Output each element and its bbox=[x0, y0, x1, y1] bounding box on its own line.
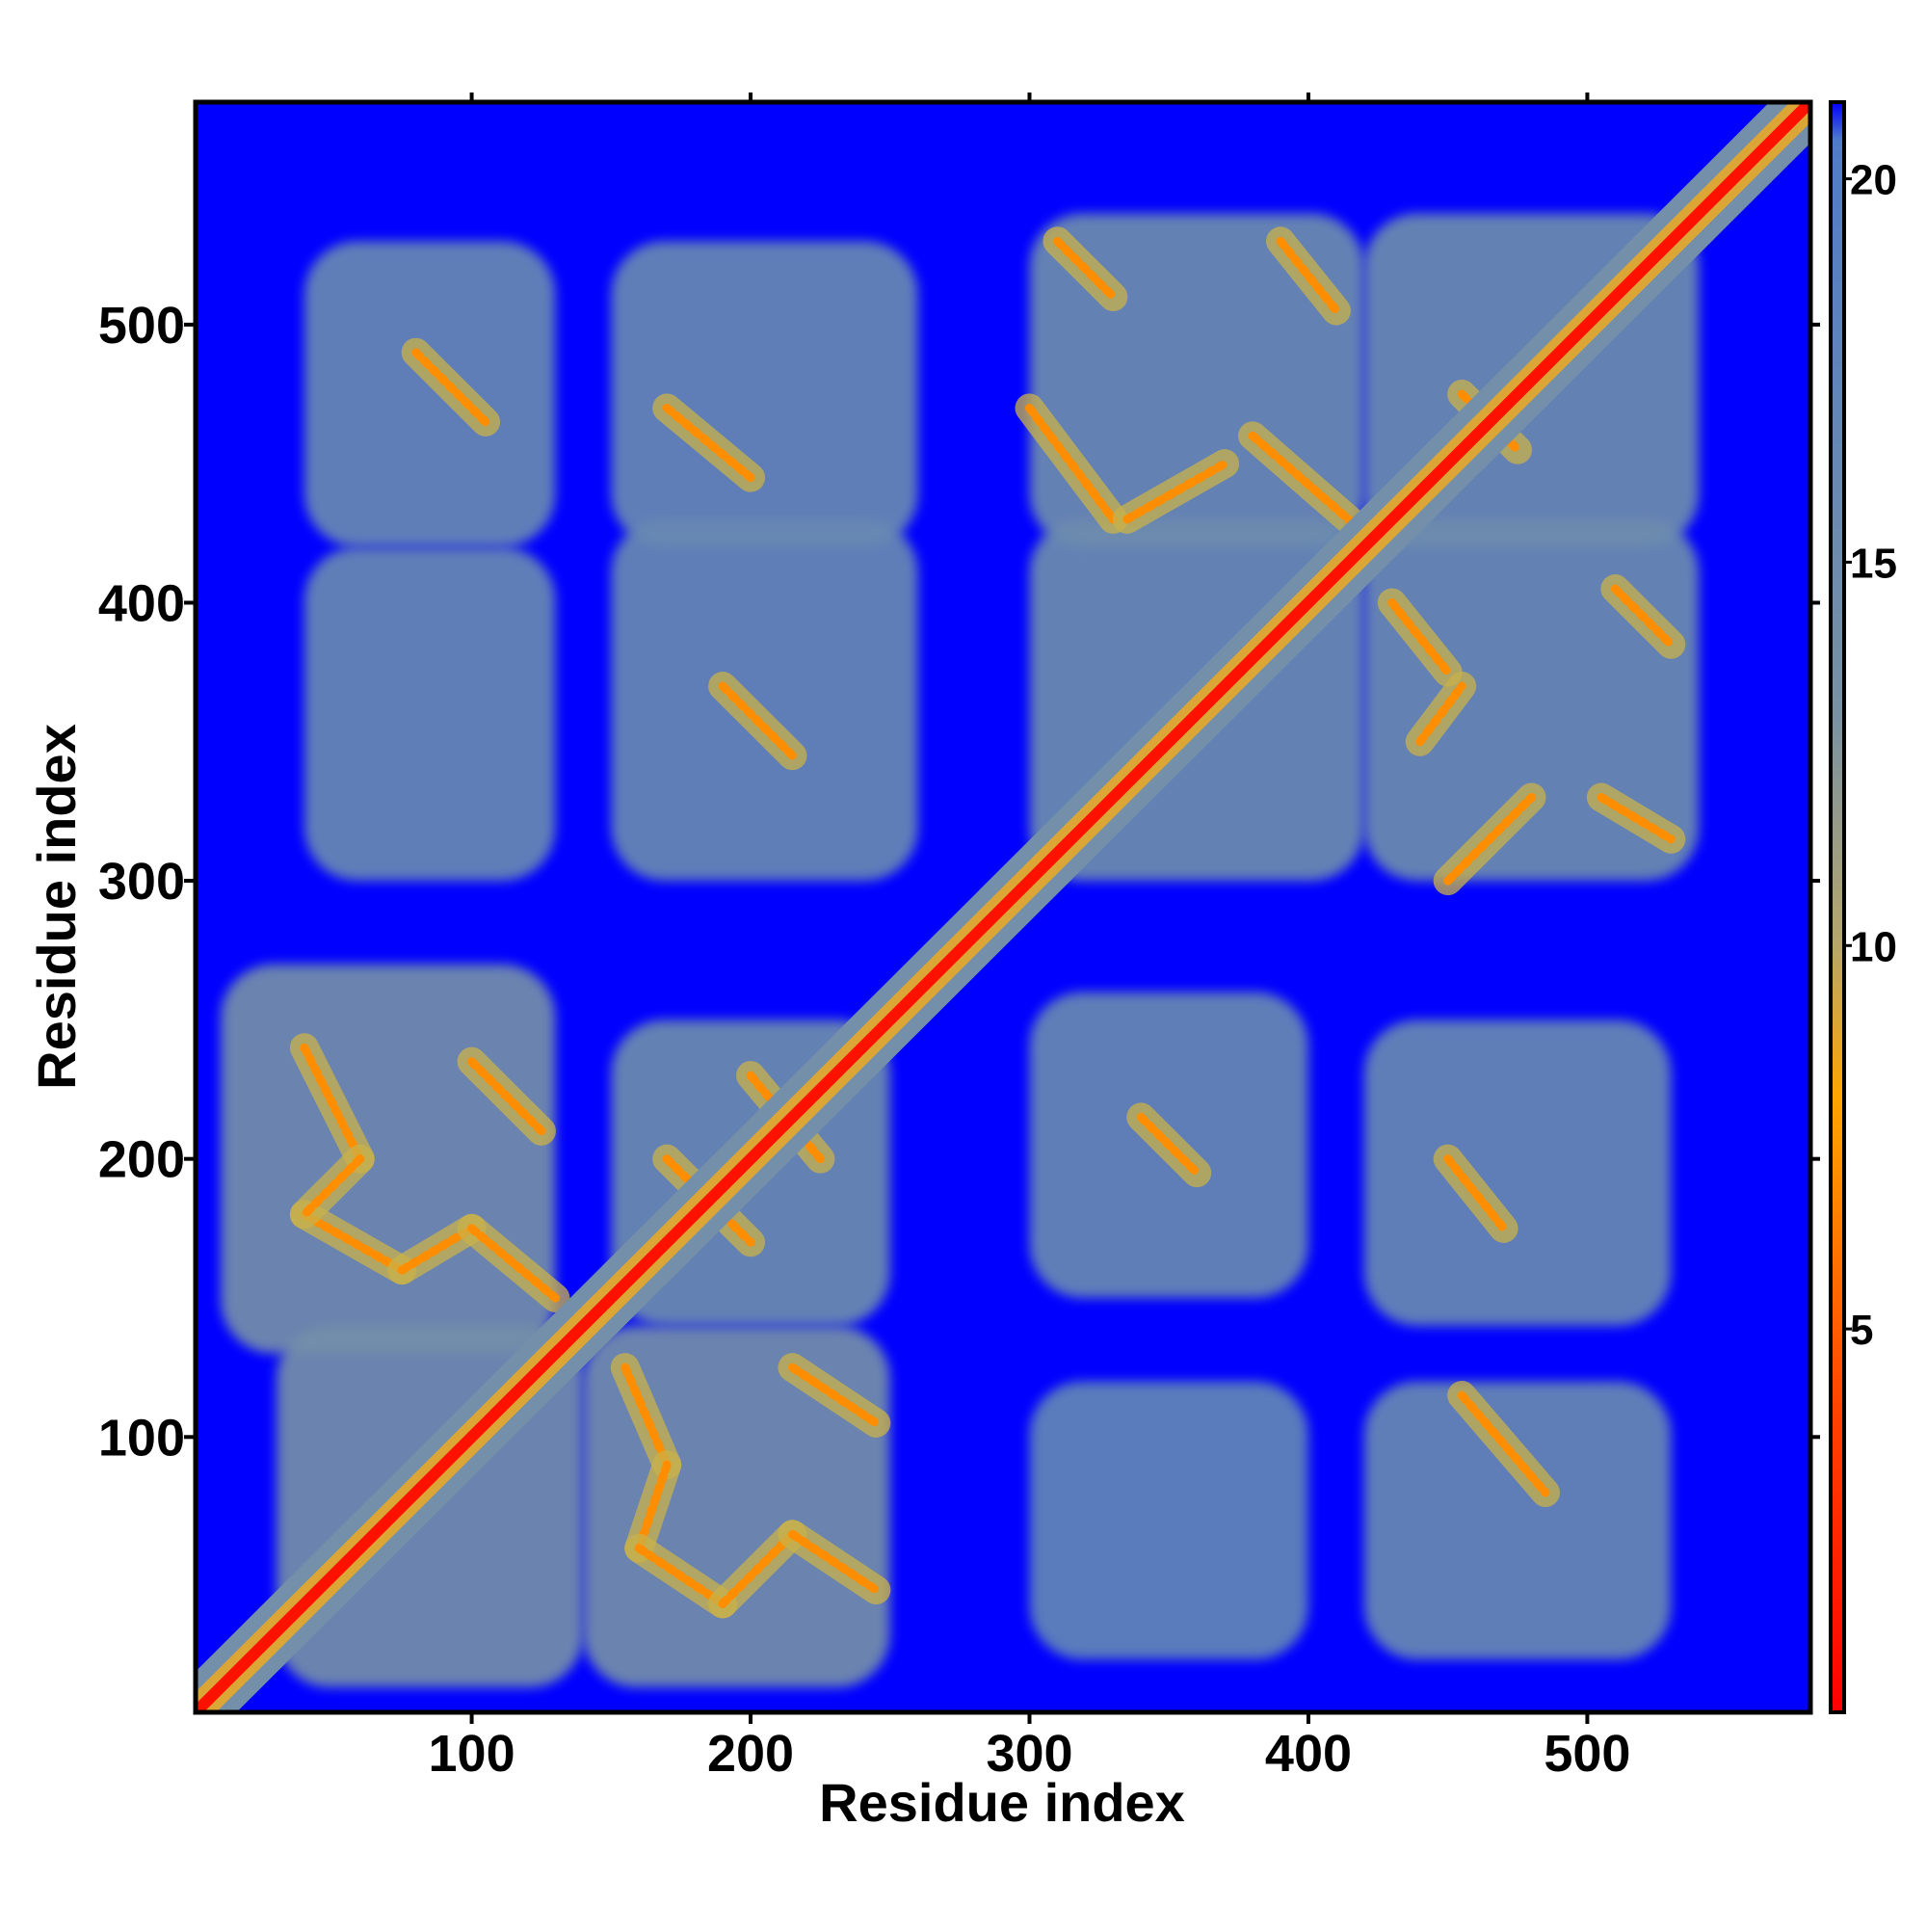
contact-region-10 bbox=[1363, 1381, 1672, 1660]
contact-line-6 bbox=[300, 1154, 365, 1219]
contact-region-8 bbox=[611, 241, 918, 547]
contact-line-11 bbox=[787, 1529, 881, 1595]
contact-region-6 bbox=[611, 518, 918, 882]
contact-line-10 bbox=[718, 1529, 797, 1608]
plot-frame bbox=[193, 99, 1813, 1715]
contact-line-21 bbox=[1052, 236, 1118, 302]
contact-line-26 bbox=[1387, 597, 1453, 677]
contact-line-30 bbox=[1597, 793, 1676, 844]
x-tick-label-300: 300 bbox=[986, 1725, 1072, 1783]
contact-region-7 bbox=[304, 241, 556, 547]
x-tick-label-500: 500 bbox=[1544, 1725, 1630, 1783]
diagonal-core bbox=[196, 102, 1810, 1712]
contact-line-18 bbox=[1136, 1112, 1201, 1178]
y-tick-label-100: 100 bbox=[98, 1409, 185, 1467]
contact-lines bbox=[289, 226, 1686, 1619]
y-tick-label-200: 200 bbox=[98, 1131, 185, 1189]
contact-line-20 bbox=[1457, 1390, 1550, 1497]
y-axis-title: Residue index bbox=[26, 724, 87, 1090]
contact-line-24 bbox=[1122, 459, 1229, 524]
contact-line-8 bbox=[634, 1460, 672, 1553]
diagonal-band bbox=[196, 102, 1810, 1712]
contact-region-12 bbox=[1363, 1019, 1672, 1326]
contact-region-1 bbox=[221, 964, 556, 1354]
contact-line-4 bbox=[467, 1224, 560, 1303]
contact-line-12 bbox=[787, 1363, 881, 1428]
contact-line-2 bbox=[300, 1209, 407, 1275]
heatmap-plot-area bbox=[193, 99, 1813, 1715]
colorbar-tick-label-15: 15 bbox=[1850, 540, 1897, 587]
contact-line-23 bbox=[1024, 403, 1118, 524]
colorbar-tick-label-20: 20 bbox=[1850, 157, 1897, 204]
y-axis: 100 200 300 400 500 bbox=[98, 297, 1820, 1467]
y-tick-label-300: 300 bbox=[98, 853, 185, 911]
contact-region-9 bbox=[1029, 1381, 1308, 1660]
contact-region-5 bbox=[304, 546, 556, 882]
contact-line-27 bbox=[1415, 681, 1466, 747]
colorbar-tick-label-10: 10 bbox=[1850, 923, 1897, 970]
colorbar-ticks: 5 10 15 20 bbox=[1844, 157, 1897, 1354]
contact-line-28 bbox=[1443, 793, 1537, 886]
colorbar: 5 10 15 20 bbox=[1829, 100, 1897, 1714]
colorbar-tick-label-5: 5 bbox=[1850, 1307, 1873, 1354]
contact-line-15 bbox=[411, 348, 490, 427]
colorbar-gradient bbox=[1829, 100, 1846, 1714]
x-axis: 100 200 300 400 500 bbox=[429, 93, 1630, 1783]
contact-line-16 bbox=[662, 403, 755, 483]
x-tick-label-100: 100 bbox=[429, 1725, 515, 1783]
contact-line-5 bbox=[467, 1057, 546, 1136]
contact-line-25 bbox=[1248, 431, 1369, 538]
contact-line-1 bbox=[300, 1043, 365, 1164]
contact-line-17 bbox=[718, 681, 797, 760]
contact-line-19 bbox=[1443, 1154, 1509, 1233]
contact-line-9 bbox=[634, 1544, 727, 1608]
x-tick-label-400: 400 bbox=[1265, 1725, 1352, 1783]
contact-line-29 bbox=[1610, 584, 1676, 649]
x-axis-title: Residue index bbox=[819, 1772, 1185, 1833]
contact-line-7 bbox=[620, 1363, 672, 1469]
x-tick-label-200: 200 bbox=[707, 1725, 794, 1783]
y-tick-label-500: 500 bbox=[98, 297, 185, 355]
contact-line-22 bbox=[1276, 236, 1341, 315]
y-tick-label-400: 400 bbox=[98, 574, 185, 632]
